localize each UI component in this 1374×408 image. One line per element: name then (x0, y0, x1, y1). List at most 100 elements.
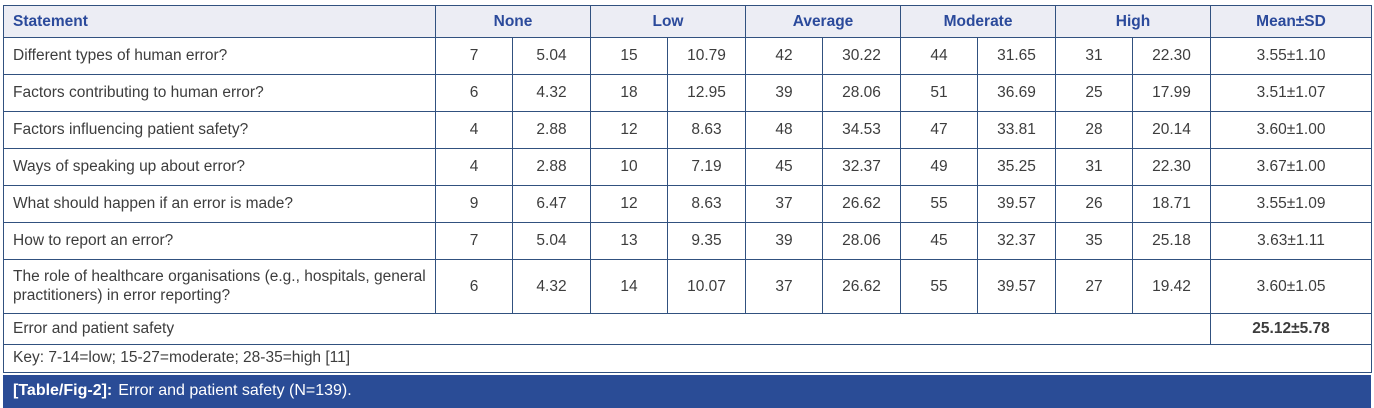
count-cell: 18 (590, 74, 668, 112)
table-body: Different types of human error? 7 5.04 15 10… (3, 37, 1373, 314)
count-cell: 42 (745, 37, 823, 75)
count-cell: 55 (900, 185, 979, 223)
header-cell-mean-sd: Mean±SD (1210, 5, 1373, 38)
percentage-cell: 34.53 (821, 111, 902, 149)
statement-cell: How to report an error? (3, 222, 436, 260)
count-cell: 7 (435, 37, 513, 75)
percentage-cell: 12.95 (667, 74, 746, 112)
mean-sd-cell: 3.55±1.10 (1210, 37, 1373, 75)
mean-sd-cell: 3.51±1.07 (1210, 74, 1373, 112)
count-cell: 37 (745, 259, 823, 314)
statement-cell: Factors influencing patient safety? (3, 111, 436, 149)
percentage-cell: 10.07 (667, 259, 746, 314)
count-cell: 6 (435, 74, 513, 112)
caption-tag: [Table/Fig-2]: (13, 382, 113, 400)
table-caption-bar: [Table/Fig-2]: Error and patient safety … (3, 374, 1371, 408)
key-row: Key: 7-14=low; 15-27=moderate; 28-35=hig… (2, 343, 1373, 373)
header-cell-statement: Statement (3, 5, 436, 38)
table-row: Ways of speaking up about error? 4 2.88 10 7… (3, 148, 1373, 186)
percentage-cell: 31.65 (977, 37, 1057, 75)
count-cell: 26 (1055, 185, 1134, 223)
statement-cell: Factors contributing to human error? (3, 74, 436, 112)
percentage-cell: 17.99 (1132, 74, 1212, 112)
percentage-cell: 26.62 (821, 185, 902, 223)
caption-text: Error and patient safety (N=139). (118, 382, 352, 400)
count-cell: 15 (590, 37, 668, 75)
statement-cell: What should happen if an error is made? (3, 185, 436, 223)
percentage-cell: 4.32 (512, 74, 591, 112)
percentage-cell: 28.06 (821, 222, 902, 260)
header-row: Statement None Low Average Moderate High… (3, 5, 1373, 38)
table-header: Statement None Low Average Moderate High… (3, 5, 1373, 38)
percentage-cell: 36.69 (977, 74, 1057, 112)
percentage-cell: 26.62 (821, 259, 902, 314)
summary-mean-cell: 25.12±5.78 (1210, 312, 1373, 345)
count-cell: 45 (900, 222, 979, 260)
summary-label-cell: Error and patient safety (2, 312, 1212, 345)
count-cell: 10 (590, 148, 668, 186)
percentage-cell: 5.04 (512, 37, 591, 75)
count-cell: 35 (1055, 222, 1134, 260)
table-row: Different types of human error? 7 5.04 15 10… (3, 37, 1373, 75)
percentage-cell: 39.57 (977, 185, 1057, 223)
percentage-cell: 20.14 (1132, 111, 1212, 149)
count-cell: 25 (1055, 74, 1134, 112)
percentage-cell: 2.88 (512, 148, 591, 186)
percentage-cell: 7.19 (667, 148, 746, 186)
header-cell-high: High (1055, 5, 1212, 38)
table-row: The role of healthcare organisations (e.… (3, 259, 1373, 314)
percentage-cell: 30.22 (821, 37, 902, 75)
percentage-cell: 32.37 (977, 222, 1057, 260)
count-cell: 51 (900, 74, 979, 112)
percentage-cell: 35.25 (977, 148, 1057, 186)
count-cell: 55 (900, 259, 979, 314)
table-footer-rows: Error and patient safety 25.12±5.78 Key:… (2, 312, 1373, 373)
percentage-cell: 9.35 (667, 222, 746, 260)
percentage-cell: 2.88 (512, 111, 591, 149)
count-cell: 14 (590, 259, 668, 314)
percentage-cell: 22.30 (1132, 148, 1212, 186)
percentage-cell: 6.47 (512, 185, 591, 223)
key-cell: Key: 7-14=low; 15-27=moderate; 28-35=hig… (2, 343, 1373, 373)
header-cell-moderate: Moderate (900, 5, 1057, 38)
table-row: Factors contributing to human error? 6 4.3… (3, 74, 1373, 112)
count-cell: 27 (1055, 259, 1134, 314)
count-cell: 37 (745, 185, 823, 223)
count-cell: 9 (435, 185, 513, 223)
count-cell: 31 (1055, 37, 1134, 75)
mean-sd-cell: 3.60±1.00 (1210, 111, 1373, 149)
table-row: Factors influencing patient safety? 4 2.88… (3, 111, 1373, 149)
count-cell: 4 (435, 148, 513, 186)
count-cell: 6 (435, 259, 513, 314)
percentage-cell: 25.18 (1132, 222, 1212, 260)
count-cell: 13 (590, 222, 668, 260)
error-patient-safety-table: Statement None Low Average Moderate High… (2, 5, 1373, 373)
count-cell: 31 (1055, 148, 1134, 186)
count-cell: 4 (435, 111, 513, 149)
count-cell: 39 (745, 74, 823, 112)
percentage-cell: 32.37 (821, 148, 902, 186)
count-cell: 48 (745, 111, 823, 149)
mean-sd-cell: 3.60±1.05 (1210, 259, 1373, 314)
mean-sd-cell: 3.67±1.00 (1210, 148, 1373, 186)
percentage-cell: 28.06 (821, 74, 902, 112)
count-cell: 7 (435, 222, 513, 260)
statement-cell: The role of healthcare organisations (e.… (3, 259, 436, 314)
percentage-cell: 18.71 (1132, 185, 1212, 223)
percentage-cell: 8.63 (667, 185, 746, 223)
table-row: How to report an error? 7 5.04 13 9.35 39 28.0… (3, 222, 1373, 260)
summary-row: Error and patient safety 25.12±5.78 (2, 312, 1373, 345)
percentage-cell: 10.79 (667, 37, 746, 75)
count-cell: 12 (590, 111, 668, 149)
count-cell: 44 (900, 37, 979, 75)
header-cell-low: Low (590, 5, 746, 38)
percentage-cell: 19.42 (1132, 259, 1212, 314)
count-cell: 47 (900, 111, 979, 149)
percentage-cell: 8.63 (667, 111, 746, 149)
mean-sd-cell: 3.55±1.09 (1210, 185, 1373, 223)
percentage-cell: 4.32 (512, 259, 591, 314)
count-cell: 45 (745, 148, 823, 186)
count-cell: 28 (1055, 111, 1134, 149)
header-cell-none: None (435, 5, 591, 38)
